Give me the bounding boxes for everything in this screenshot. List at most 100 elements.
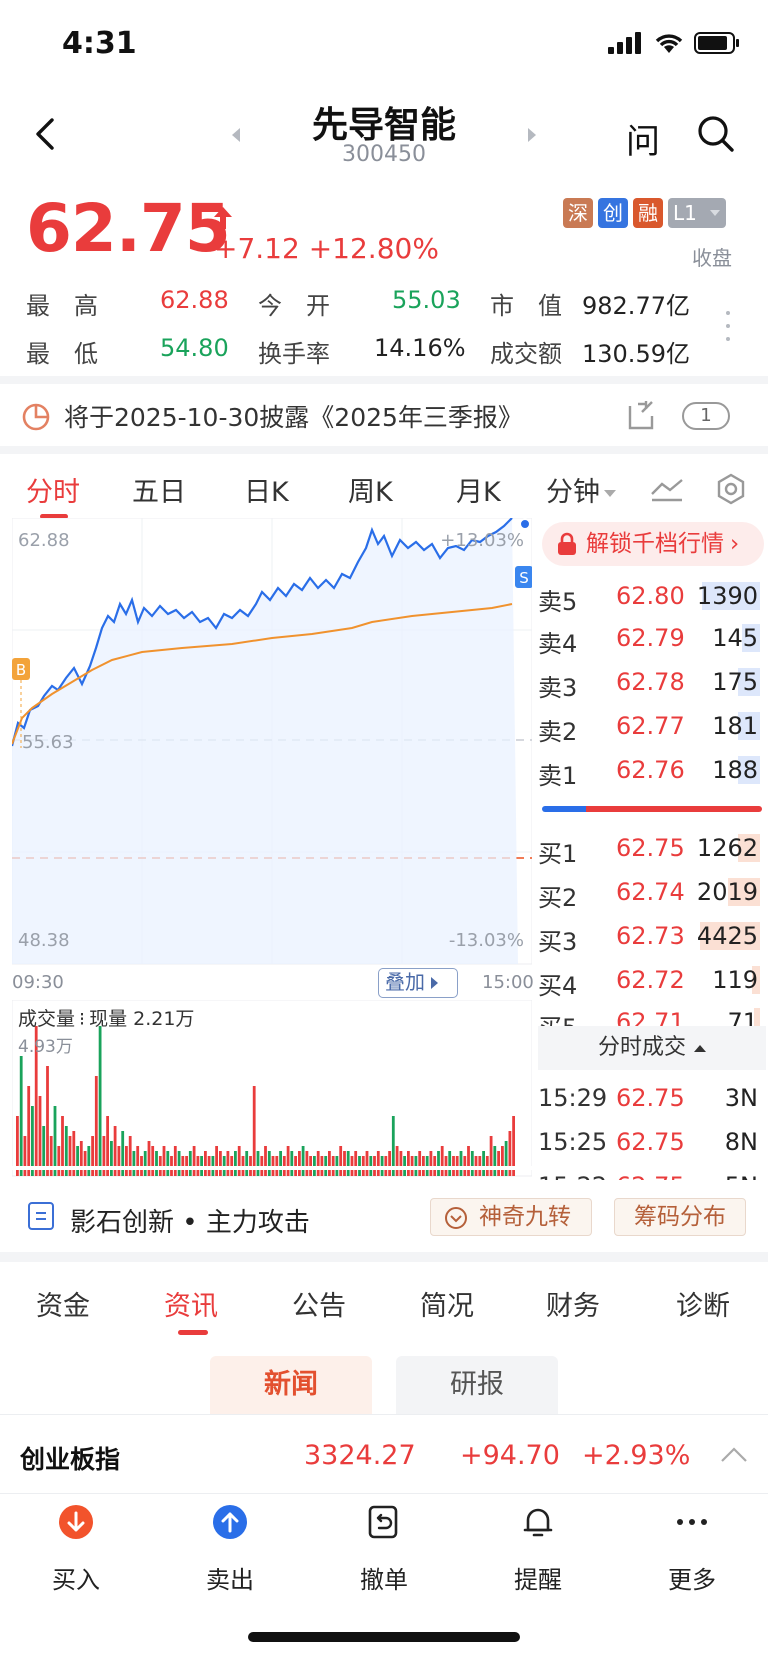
volume-bar bbox=[147, 1141, 151, 1176]
magic-nine-button[interactable]: 神奇九转 bbox=[430, 1198, 592, 1236]
volume-bar bbox=[264, 1146, 267, 1176]
buy-icon bbox=[59, 1505, 93, 1539]
notice-count: 1 bbox=[700, 405, 712, 426]
back-icon[interactable] bbox=[28, 112, 64, 156]
share-icon[interactable] bbox=[624, 398, 658, 432]
intraday-chart[interactable]: 62.88 55.63 48.38 +13.03% -13.03% B S bbox=[12, 518, 532, 968]
more-stats-icon[interactable] bbox=[726, 310, 730, 342]
notice-count-badge[interactable]: 1 bbox=[682, 402, 730, 430]
tag-exchange[interactable]: 深 bbox=[563, 198, 593, 228]
price-change: +7.12 +12.80% bbox=[214, 232, 439, 265]
index-name: 创业板指 bbox=[20, 1445, 121, 1474]
bid-row[interactable]: 买1 62.75 1262 bbox=[538, 826, 760, 870]
bid-row[interactable]: 买2 62.74 2019 bbox=[538, 870, 760, 914]
sell-icon bbox=[213, 1505, 247, 1539]
volume-bar bbox=[489, 1136, 493, 1176]
bid-price: 62.73 bbox=[616, 922, 685, 950]
bid-row[interactable]: 买4 62.72 119 bbox=[538, 958, 760, 1002]
volume-bar bbox=[267, 1151, 271, 1176]
bid-row[interactable]: 买3 62.73 4425 bbox=[538, 914, 760, 958]
chip-distribution-button[interactable]: 筹码分布 bbox=[614, 1198, 746, 1236]
ask-price: 62.80 bbox=[616, 582, 685, 610]
volume-bar bbox=[286, 1146, 290, 1176]
tag-board[interactable]: 创 bbox=[598, 198, 628, 228]
volume-bar bbox=[290, 1151, 294, 1176]
ask-level-label: 卖1 bbox=[538, 762, 578, 790]
tab-monthly-k[interactable]: 月K bbox=[456, 477, 501, 508]
chart-style-icon[interactable] bbox=[650, 476, 684, 502]
tag-level[interactable]: L1 bbox=[668, 198, 726, 228]
tag-margin[interactable]: 融 bbox=[633, 198, 663, 228]
change-percent: +12.80% bbox=[308, 232, 439, 265]
play-icon bbox=[431, 977, 438, 989]
more-label: 更多 bbox=[668, 1566, 716, 1594]
ask-volume: 175 bbox=[712, 668, 758, 696]
tab-weekly-k[interactable]: 周K bbox=[348, 477, 393, 508]
ask-row[interactable]: 卖5 62.80 1390 bbox=[538, 574, 760, 618]
search-icon[interactable] bbox=[696, 114, 736, 154]
high-label: 最 高 bbox=[26, 292, 98, 320]
strategy-text[interactable]: 影石创新 • 主力攻击 bbox=[70, 1208, 310, 1238]
tab-intraday[interactable]: 分时 bbox=[26, 477, 80, 508]
volume-bar bbox=[504, 1141, 508, 1176]
spacer bbox=[0, 1166, 768, 1170]
tick-row: 15:22 62.75 5N bbox=[538, 1164, 760, 1180]
tab-minute[interactable]: 分钟 bbox=[546, 470, 616, 509]
tab-five-day[interactable]: 五日 bbox=[132, 477, 186, 508]
index-bar[interactable] bbox=[0, 1414, 768, 1494]
volume-bar bbox=[125, 1146, 128, 1176]
ask-button[interactable]: 问 bbox=[626, 122, 660, 162]
volume-max-label: 4.93万 bbox=[18, 1037, 73, 1057]
tick-row: 15:25 62.75 8N bbox=[538, 1120, 760, 1164]
next-stock-arrow[interactable] bbox=[528, 128, 536, 142]
tick-time: 15:29 bbox=[538, 1084, 608, 1112]
ask-row[interactable]: 卖4 62.79 145 bbox=[538, 616, 760, 660]
tab-funds[interactable]: 资金 bbox=[36, 1291, 90, 1322]
ask-row[interactable]: 卖3 62.78 175 bbox=[538, 660, 760, 704]
subtab-news[interactable]: 新闻 bbox=[210, 1356, 372, 1414]
volume-bar bbox=[117, 1146, 121, 1176]
tick-price: 62.75 bbox=[616, 1084, 685, 1112]
ask-row[interactable]: 卖1 62.76 188 bbox=[538, 748, 760, 792]
tab-diagnosis[interactable]: 诊断 bbox=[676, 1291, 730, 1322]
subtab-research[interactable]: 研报 bbox=[396, 1356, 558, 1414]
volume-bar bbox=[391, 1116, 395, 1176]
bid-volume: 119 bbox=[712, 966, 758, 994]
volume-bar bbox=[305, 1151, 309, 1176]
ask-level-label: 卖2 bbox=[538, 718, 578, 746]
bid-row[interactable]: 买5 62.71 71 bbox=[538, 1000, 760, 1026]
notice-text[interactable]: 将于2025-10-30披露《2025年三季报》 bbox=[64, 403, 523, 432]
chevron-up-icon[interactable] bbox=[720, 1446, 748, 1464]
overlay-label: 叠加 bbox=[385, 970, 425, 994]
home-indicator bbox=[248, 1632, 520, 1642]
volume-bar bbox=[512, 1116, 515, 1176]
tab-daily-k[interactable]: 日K bbox=[244, 477, 289, 508]
strategy-icon bbox=[28, 1202, 54, 1230]
settings-icon[interactable] bbox=[714, 472, 748, 506]
unlock-depth-button[interactable]: 解锁千档行情 › bbox=[542, 522, 764, 566]
tab-news-info[interactable]: 资讯 bbox=[164, 1291, 218, 1322]
buy-marker bbox=[12, 658, 30, 680]
amount-value: 130.59亿 bbox=[582, 340, 690, 368]
volume-bar bbox=[407, 1151, 410, 1176]
volume-chart[interactable] bbox=[12, 1000, 532, 1180]
volume-bar bbox=[470, 1151, 474, 1176]
bid-level-label: 买1 bbox=[538, 840, 578, 868]
bid-volume-bar bbox=[700, 922, 760, 950]
volume-bar bbox=[346, 1151, 350, 1176]
volume-bar bbox=[395, 1146, 399, 1176]
volume-bar bbox=[245, 1151, 249, 1176]
status-time: 4:31 bbox=[62, 26, 137, 61]
tab-announcements[interactable]: 公告 bbox=[292, 1291, 346, 1322]
ticks-header[interactable]: 分时成交 bbox=[538, 1026, 766, 1070]
ask-row[interactable]: 卖2 62.77 181 bbox=[538, 704, 760, 748]
tab-profile[interactable]: 简况 bbox=[420, 1291, 474, 1322]
tab-financials[interactable]: 财务 bbox=[546, 1291, 600, 1322]
volume-bar bbox=[53, 1106, 57, 1176]
ask-volume: 145 bbox=[712, 624, 758, 652]
overlay-button[interactable]: 叠加 bbox=[378, 968, 458, 998]
signal-icon bbox=[608, 32, 641, 54]
prev-stock-arrow[interactable] bbox=[232, 128, 240, 142]
volume-bar bbox=[132, 1151, 136, 1176]
unlock-label: 解锁千档行情 bbox=[586, 531, 724, 557]
